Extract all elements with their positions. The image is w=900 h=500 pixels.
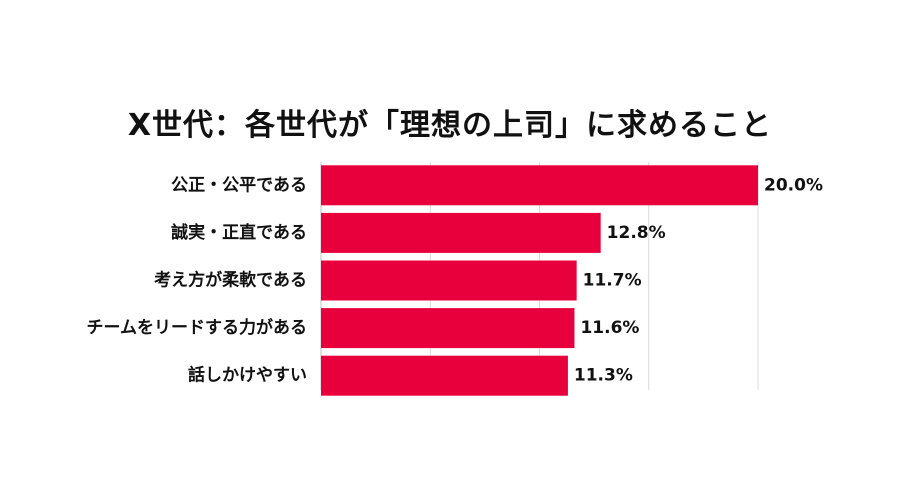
category-label: チームをリードする力がある bbox=[87, 317, 308, 338]
value-label: 12.8% bbox=[607, 223, 666, 243]
bar bbox=[321, 308, 575, 349]
value-label: 20.0% bbox=[764, 175, 823, 195]
bars bbox=[321, 165, 758, 396]
category-label: 考え方が柔軟である bbox=[153, 270, 307, 291]
value-label: 11.3% bbox=[574, 366, 633, 386]
category-label: 話しかけやすい bbox=[188, 365, 307, 386]
category-label: 誠実・正直である bbox=[171, 222, 307, 243]
category-label: 公正・公平である bbox=[171, 175, 307, 195]
labels: 公正・公平である 20.0% 誠実・正直である 12.8% 考え方が柔軟である 11.7%… bbox=[87, 175, 823, 385]
bar bbox=[321, 260, 577, 301]
bar bbox=[321, 165, 758, 206]
value-label: 11.6% bbox=[580, 318, 639, 338]
bar bbox=[321, 212, 601, 253]
value-label: 11.7% bbox=[583, 271, 642, 291]
chart-title: X世代：各世代が「理想の上司」に求めること bbox=[127, 108, 773, 143]
bar bbox=[321, 355, 568, 396]
